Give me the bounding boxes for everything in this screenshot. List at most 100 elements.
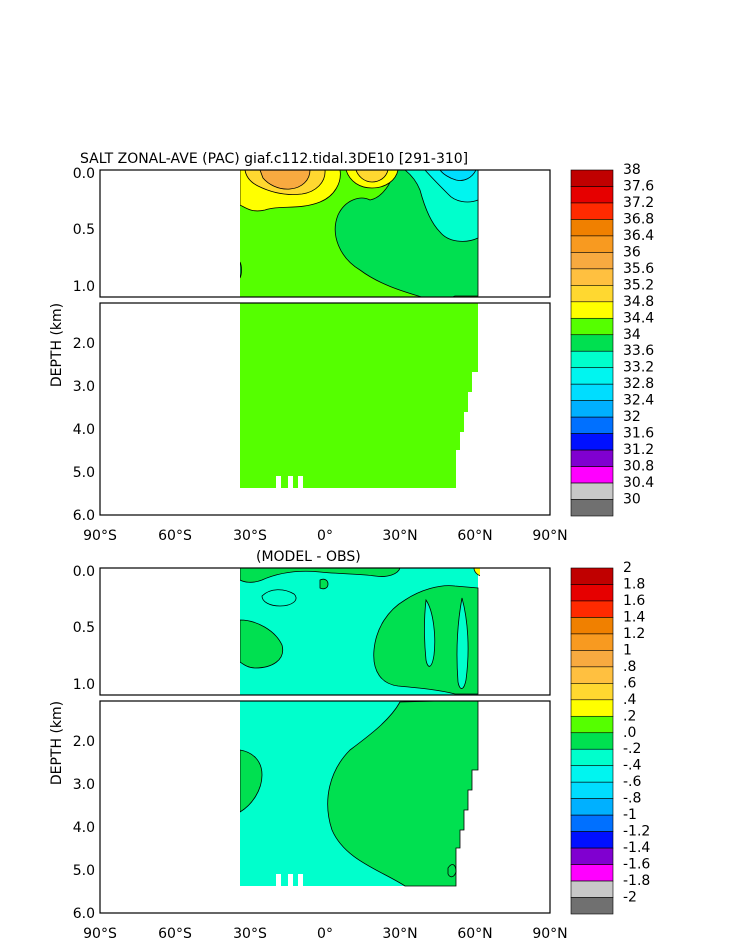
colorbar-label: 31.6 [623,426,654,442]
x-tick-labels: 90°S 60°S 30°S 0° 30°N 60°N 90°N [83,926,568,942]
field-green-south [240,619,284,669]
colorbar-label: 33.2 [623,360,654,376]
x-tick-label: 60°N [457,926,492,942]
y-tick-label: 2.0 [73,734,95,750]
colorbar-swatch [570,334,614,352]
y-axis-label: DEPTH (km) [49,701,65,785]
colorbar-swatch [570,864,614,882]
y-tick-label: 0.5 [73,620,95,636]
field-green-spot [319,578,329,590]
y-tick-label: 6.0 [73,508,95,524]
colorbar-swatch [570,617,614,635]
colorbar-swatch [570,847,614,865]
colorbar-swatch [570,285,614,303]
field-surface-green [240,568,401,583]
colorbar-label: -.4 [623,758,642,774]
colorbar-swatch [570,268,614,286]
colorbar-swatch [570,781,614,799]
field-green-spot [447,864,457,878]
panel-gap [60,695,555,701]
x-tick-label: 30°N [382,528,417,544]
field-positive-green-north [327,699,479,887]
colorbar-label: 1.8 [623,576,645,592]
y-tick-label: 3.0 [73,777,95,793]
x-tick-label: 0° [317,528,333,544]
x-tick-label: 90°S [83,926,117,942]
x-tick-label: 30°N [382,926,417,942]
colorbar-swatch [570,499,614,517]
field-deep-cyan-tongue [424,598,436,667]
y-tick-label: 5.0 [73,465,95,481]
colorbar-swatch [570,831,614,849]
colorbar-swatch [570,482,614,500]
colorbar-swatch [570,600,614,618]
y-tick-label: 4.0 [73,422,95,438]
y-tick-label: 6.0 [73,906,95,922]
y-tick-label: 5.0 [73,863,95,879]
difference-field [60,568,555,887]
y-tick-label: 0.0 [73,564,95,580]
salinity-panel: SALT ZONAL-AVE (PAC) giaf.c112.tidal.3DE… [49,151,654,544]
colorbar-swatch [570,748,614,767]
upper-plot-frame [99,567,551,696]
colorbar-label: 1.2 [623,626,645,642]
colorbar-label: .8 [623,659,636,675]
colorbar-label: 2 [623,560,632,576]
colorbar-swatch [570,683,614,701]
colorbar-swatch [570,897,614,915]
colorbar-swatch [570,567,614,585]
bathymetry-notch [298,874,303,886]
colorbar-swatch [570,301,614,319]
colorbar-label: 31.2 [623,442,654,458]
x-tick-label: 60°S [158,926,192,942]
colorbar-label: 30.4 [623,475,654,491]
colorbar-swatch [570,449,614,467]
colorbar-label: 34.8 [623,294,654,310]
colorbar-swatch [570,814,614,832]
colorbar-label: 30 [623,492,641,508]
colorbar-label: -1 [623,807,637,823]
colorbar-label: 1.4 [623,609,645,625]
x-tick-label: 90°S [83,528,117,544]
colorbar-label: 37.6 [623,178,654,194]
colorbar-label: -2 [623,890,637,906]
x-tick-label: 0° [317,926,333,942]
colorbar-label: -1.8 [623,873,650,889]
y-tick-label: 4.0 [73,820,95,836]
colorbar-label: 34.4 [623,310,654,326]
colorbar-label: 35.6 [623,261,654,277]
colorbar-swatch [570,699,614,717]
field-edge-contour [240,261,242,279]
field-orange-core [259,170,311,190]
x-tick-label: 90°N [532,926,567,942]
colorbar-label: -1.4 [623,840,650,856]
colorbar-label: 32.8 [623,376,654,392]
colorbar-swatch [570,650,614,668]
colorbar-label: 36 [623,244,641,260]
chart-title: (MODEL - OBS) [256,549,361,565]
y-tick-label: 1.0 [73,279,95,295]
x-tick-label: 60°S [158,528,192,544]
y-tick-labels: 0.0 0.5 1.0 2.0 3.0 4.0 5.0 6.0 [73,166,95,524]
colorbar-swatch [570,219,614,237]
colorbar-swatch [570,732,614,750]
colorbar: 3837.637.236.836.43635.635.234.834.43433… [570,162,654,517]
colorbar-label: 34 [623,327,641,343]
y-tick-label: 1.0 [73,677,95,693]
colorbar-label: 36.4 [623,228,654,244]
x-tick-label: 60°N [457,528,492,544]
colorbar-swatch [570,584,614,602]
colorbar-swatch [570,798,614,816]
colorbar-label: .4 [623,692,636,708]
colorbar-label: 36.8 [623,211,654,227]
x-tick-label: 30°S [233,926,267,942]
y-tick-label: 3.0 [73,379,95,395]
field-green-south-deep [240,749,263,813]
panel-gap [60,297,555,303]
colorbar-swatch [570,186,614,204]
y-tick-label: 0.5 [73,222,95,238]
colorbar-swatch [570,765,614,783]
colorbar-swatch [570,433,614,451]
colorbar-swatch [570,169,614,187]
colorbar-label: .6 [623,675,636,691]
